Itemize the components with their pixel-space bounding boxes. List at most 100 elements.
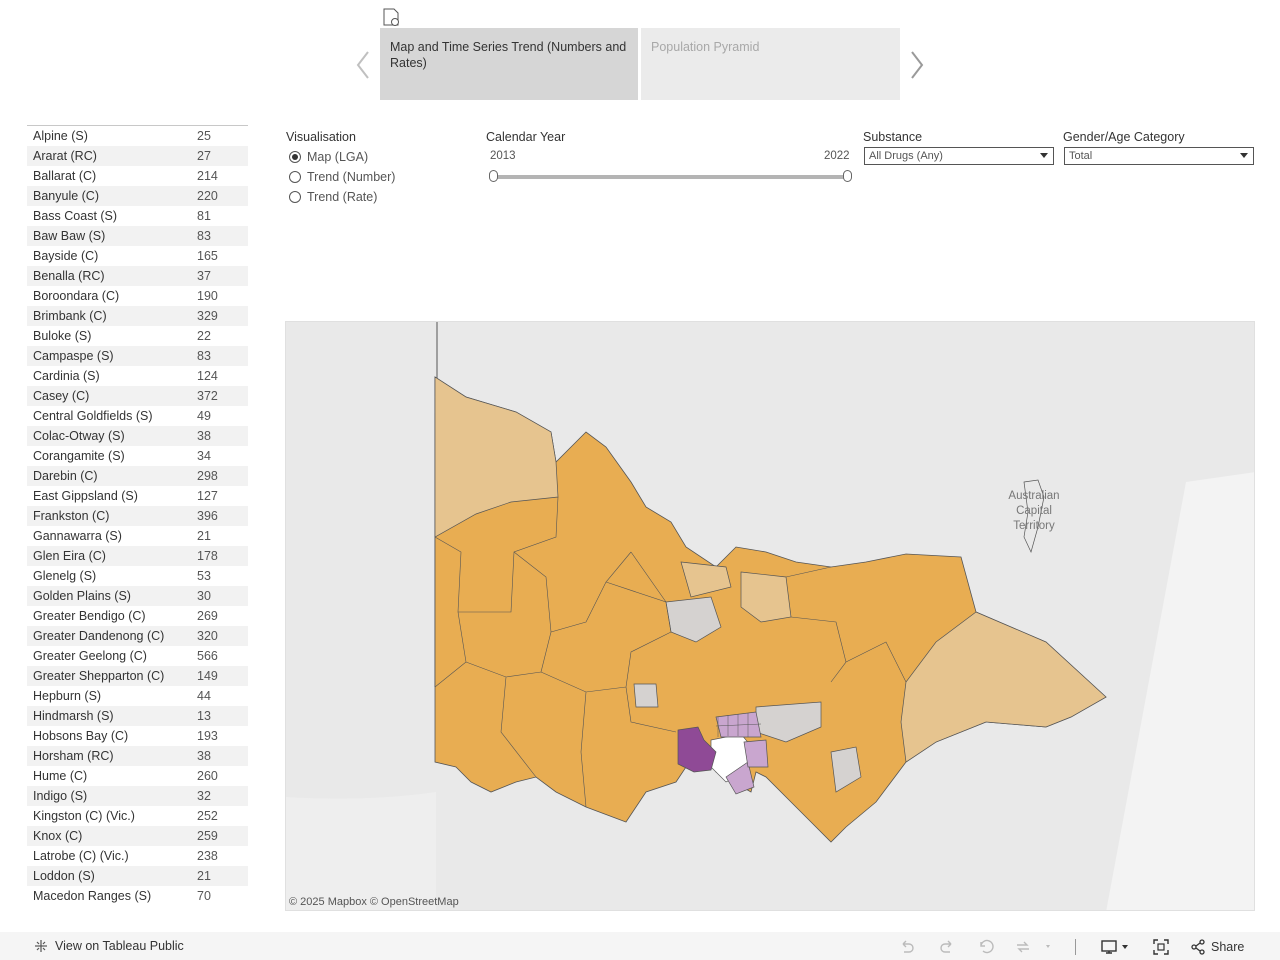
table-row[interactable]: Hume (C) 260	[27, 766, 248, 786]
substance-dropdown[interactable]: All Drugs (Any)	[864, 147, 1054, 165]
lga-count-cell: 124	[197, 369, 218, 383]
table-row[interactable]: Greater Bendigo (C) 269	[27, 606, 248, 626]
table-row[interactable]: Gannawarra (S) 21	[27, 526, 248, 546]
table-row[interactable]: Cardinia (S) 124	[27, 366, 248, 386]
lga-count-cell: 32	[197, 789, 211, 803]
lga-name-cell: Kingston (C) (Vic.)	[33, 809, 135, 823]
table-row[interactable]: Knox (C) 259	[27, 826, 248, 846]
lga-name-cell: Benalla (RC)	[33, 269, 105, 283]
lga-count-cell: 127	[197, 489, 218, 503]
lga-count-cell: 260	[197, 769, 218, 783]
table-row[interactable]: Colac-Otway (S) 38	[27, 426, 248, 446]
story-point-map-trend[interactable]: Map and Time Series Trend (Numbers and R…	[380, 28, 638, 100]
table-row[interactable]: Bayside (C) 165	[27, 246, 248, 266]
table-row[interactable]: Central Goldfields (S) 49	[27, 406, 248, 426]
lga-boundaries	[434, 496, 907, 808]
territory-label: Australian	[1008, 490, 1059, 502]
lga-count-cell: 165	[197, 249, 218, 263]
table-row[interactable]: Indigo (S) 32	[27, 786, 248, 806]
lga-name-cell: Glen Eira (C)	[33, 549, 106, 563]
lga-count-cell: 81	[197, 209, 211, 223]
table-row[interactable]: Casey (C) 372	[27, 386, 248, 406]
dropdown-arrow-icon	[1040, 153, 1048, 158]
year-slider-start-handle[interactable]	[489, 170, 498, 182]
gender-age-dropdown[interactable]: Total	[1064, 147, 1254, 165]
radio-trend-rate[interactable]: Trend (Rate)	[289, 190, 377, 204]
lga-name-cell: Hume (C)	[33, 769, 88, 783]
table-row[interactable]: Campaspe (S) 83	[27, 346, 248, 366]
radio-label: Trend (Number)	[307, 170, 396, 184]
lga-name-cell: Darebin (C)	[33, 469, 98, 483]
download-icon[interactable]	[1100, 938, 1132, 956]
lga-name-cell: Banyule (C)	[33, 189, 99, 203]
map-attribution[interactable]: © 2025 Mapbox © OpenStreetMap	[289, 896, 459, 908]
calendar-year-title: Calendar Year	[486, 130, 566, 144]
footer-bar	[0, 932, 1280, 960]
table-row[interactable]: Hobsons Bay (C) 193	[27, 726, 248, 746]
refresh-icon[interactable]	[1014, 938, 1054, 956]
lga-name-cell: Frankston (C)	[33, 509, 110, 523]
table-row[interactable]: Baw Baw (S) 83	[27, 226, 248, 246]
radio-trend-number[interactable]: Trend (Number)	[289, 170, 395, 184]
revert-icon[interactable]	[978, 938, 996, 956]
table-row[interactable]: Hindmarsh (S) 13	[27, 706, 248, 726]
table-row[interactable]: Boroondara (C) 190	[27, 286, 248, 306]
table-row[interactable]: Darebin (C) 298	[27, 466, 248, 486]
table-row[interactable]: Brimbank (C) 329	[27, 306, 248, 326]
table-row[interactable]: East Gippsland (S) 127	[27, 486, 248, 506]
fullscreen-icon[interactable]	[1152, 938, 1170, 956]
table-row[interactable]: Ararat (RC) 27	[27, 146, 248, 166]
radio-label: Trend (Rate)	[307, 190, 378, 204]
table-row[interactable]: Banyule (C) 220	[27, 186, 248, 206]
lga-count-cell: 21	[197, 529, 211, 543]
lga-count-table[interactable]: Alpine (S) 25 Ararat (RC) 27 Ballarat (C) 214…	[27, 125, 248, 909]
share-icon	[1191, 939, 1205, 955]
tableau-link-label: View on Tableau Public	[55, 939, 184, 953]
table-row[interactable]: Ballarat (C) 214	[27, 166, 248, 186]
year-start-label: 2013	[490, 150, 516, 162]
table-row[interactable]: Loddon (S) 21	[27, 866, 248, 886]
lga-count-cell: 178	[197, 549, 218, 563]
lga-name-cell: Alpine (S)	[33, 129, 88, 143]
share-button[interactable]: Share	[1190, 938, 1244, 956]
lga-region-mildura	[434, 376, 559, 538]
view-on-tableau-public-link[interactable]: View on Tableau Public	[33, 938, 184, 954]
table-row[interactable]: Greater Dandenong (C) 320	[27, 626, 248, 646]
table-row[interactable]: Greater Shepparton (C) 149	[27, 666, 248, 686]
lga-count-cell: 214	[197, 169, 218, 183]
lga-count-cell: 238	[197, 849, 218, 863]
lga-name-cell: Greater Dandenong (C)	[33, 629, 165, 643]
radio-unchecked-icon	[289, 191, 301, 203]
table-row[interactable]: Bass Coast (S) 81	[27, 206, 248, 226]
table-row[interactable]: Golden Plains (S) 30	[27, 586, 248, 606]
table-row[interactable]: Greater Geelong (C) 566	[27, 646, 248, 666]
previous-arrow-icon[interactable]	[353, 48, 373, 82]
table-row[interactable]: Kingston (C) (Vic.) 252	[27, 806, 248, 826]
redo-icon[interactable]	[938, 938, 956, 956]
table-row[interactable]: Latrobe (C) (Vic.) 238	[27, 846, 248, 866]
table-row[interactable]: Hepburn (S) 44	[27, 686, 248, 706]
year-slider-end-handle[interactable]	[843, 170, 852, 182]
lga-name-cell: Latrobe (C) (Vic.)	[33, 849, 129, 863]
undo-icon[interactable]	[898, 938, 916, 956]
table-row[interactable]: Macedon Ranges (S) 70	[27, 886, 248, 906]
table-row[interactable]: Glenelg (S) 53	[27, 566, 248, 586]
table-row[interactable]: Frankston (C) 396	[27, 506, 248, 526]
lga-count-cell: 193	[197, 729, 218, 743]
story-point-population-pyramid[interactable]: Population Pyramid	[641, 28, 900, 100]
table-row[interactable]: Alpine (S) 25	[27, 126, 248, 146]
table-row[interactable]: Buloke (S) 22	[27, 326, 248, 346]
table-row[interactable]: Glen Eira (C) 178	[27, 546, 248, 566]
lga-region-benalla	[680, 561, 732, 598]
lga-choropleth-map[interactable]: Australian Capital Territory	[285, 321, 1255, 911]
table-row[interactable]: Benalla (RC) 37	[27, 266, 248, 286]
story-point-label: Map and Time Series Trend (Numbers and R…	[390, 40, 627, 70]
lga-count-cell: 259	[197, 829, 218, 843]
story-point-label: Population Pyramid	[651, 40, 760, 54]
radio-map-lga[interactable]: Map (LGA)	[289, 150, 368, 164]
lga-name-cell: Campaspe (S)	[33, 349, 114, 363]
year-slider-track[interactable]	[493, 175, 848, 179]
table-row[interactable]: Horsham (RC) 38	[27, 746, 248, 766]
next-arrow-icon[interactable]	[907, 48, 927, 82]
table-row[interactable]: Corangamite (S) 34	[27, 446, 248, 466]
